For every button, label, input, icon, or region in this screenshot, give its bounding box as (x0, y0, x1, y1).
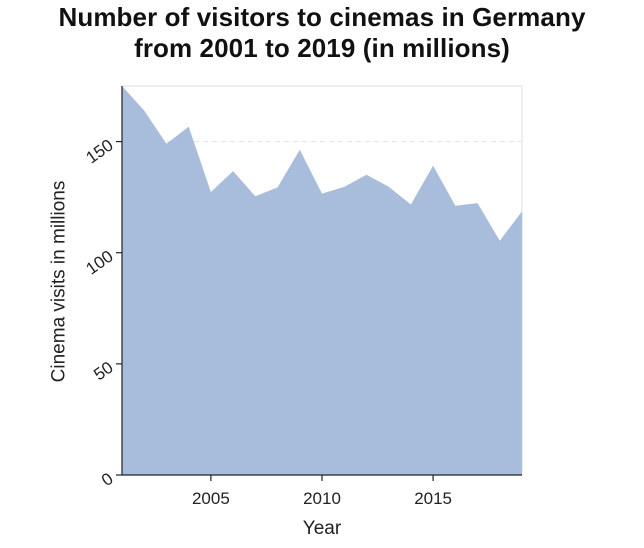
y-axis-title: Cinema visits in millions (49, 181, 70, 383)
x-tick-label: 2010 (303, 489, 341, 508)
chart-title: Number of visitors to cinemas in Germany… (0, 2, 644, 64)
y-tick-label: 100 (83, 247, 117, 279)
area-layer (121, 85, 523, 475)
x-tick-label: 2015 (414, 489, 452, 508)
y-tick-label: 150 (83, 136, 117, 168)
area-series (122, 86, 522, 475)
chart-title-line-1: Number of visitors to cinemas in Germany (58, 2, 586, 32)
y-tick-label: 50 (90, 358, 116, 384)
x-axis-title: Year (303, 518, 342, 539)
y-tick-label: 0 (98, 469, 117, 490)
axis-layer (116, 86, 522, 481)
chart-title-line-2: from 2001 to 2019 (in millions) (134, 33, 510, 63)
x-tick-label: 2005 (192, 489, 230, 508)
